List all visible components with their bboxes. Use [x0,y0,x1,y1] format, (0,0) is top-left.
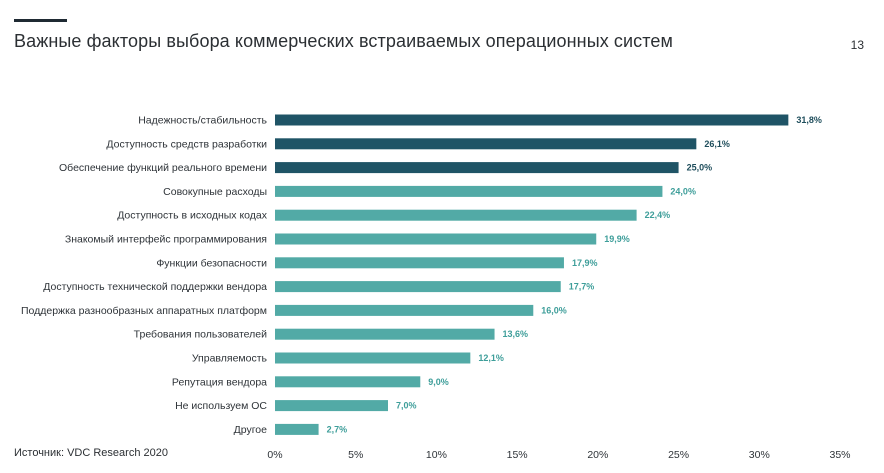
category-label: Репутация вендора [172,376,267,388]
x-tick-label: 10% [426,449,447,461]
category-label: Совокупные расходы [163,186,267,198]
category-label: Доступность технической поддержки вендор… [43,281,267,293]
category-label: Доступность в исходных кодах [117,210,268,222]
category-label: Доступность средств разработки [106,138,267,150]
x-tick-label: 20% [587,449,608,461]
bar [275,138,697,150]
x-tick-label: 0% [267,449,282,461]
page-title: Важные факторы выбора коммерческих встра… [14,31,674,51]
value-label: 31,8% [796,115,822,125]
bar [275,257,564,269]
x-tick-label: 35% [829,449,850,461]
x-tick-label: 15% [507,449,528,461]
value-label: 19,9% [604,234,630,244]
bar [275,233,597,245]
value-label: 9,0% [428,377,449,387]
value-label: 26,1% [704,139,730,149]
value-label: 25,0% [687,163,713,173]
value-label: 22,4% [645,210,671,220]
category-label: Знакомый интерфейс программирования [65,234,267,246]
category-label: Управляемость [192,353,268,365]
value-label: 13,6% [503,329,529,339]
category-label: Поддержка разнообразных аппаратных платф… [21,305,267,317]
value-label: 17,9% [572,258,598,268]
category-label: Надежность/стабильность [138,115,267,127]
bar [275,328,495,340]
title-accent-rule [14,19,67,22]
value-label: 2,7% [327,424,348,434]
category-label: Другое [234,424,268,436]
bar [275,185,663,197]
category-label: Обеспечение функций реального времени [59,162,267,174]
category-label: Требования пользователей [134,329,267,341]
x-tick-label: 30% [749,449,770,461]
bar [275,162,679,174]
value-label: 7,0% [396,401,417,411]
source-note: Источник: VDC Research 2020 [14,447,168,459]
value-label: 17,7% [569,282,595,292]
bar [275,376,421,388]
bar [275,304,534,316]
x-tick-label: 5% [348,449,363,461]
bar [275,352,471,364]
page-number: 13 [850,38,864,52]
bar [275,400,388,412]
value-label: 16,0% [541,305,567,315]
bar [275,209,637,221]
category-label: Функции безопасности [156,257,267,269]
bar [275,114,789,126]
x-tick-label: 25% [668,449,689,461]
value-label: 24,0% [670,186,696,196]
bar [275,281,561,293]
bar [275,423,319,435]
value-label: 12,1% [478,353,504,363]
category-label: Не используем ОС [175,400,267,412]
